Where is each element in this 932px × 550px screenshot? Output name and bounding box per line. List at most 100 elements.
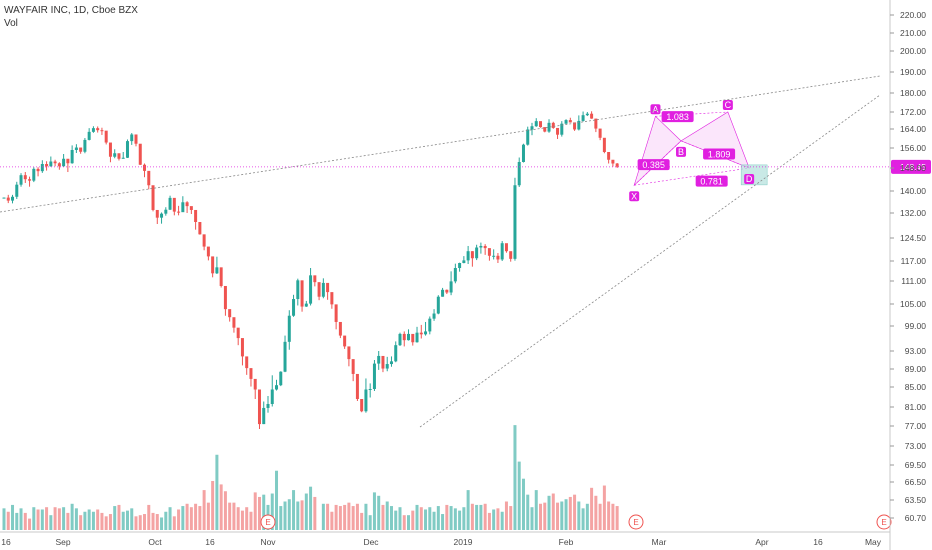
- volume-bar: [36, 509, 40, 530]
- volume-bar: [151, 512, 155, 530]
- volume-bar: [415, 504, 419, 530]
- candle-body: [441, 289, 445, 297]
- volume-bar: [206, 502, 210, 530]
- volume-bar: [492, 509, 496, 530]
- volume-bar: [91, 511, 95, 530]
- time-tick-label: 16: [1, 537, 11, 547]
- volume-bar: [232, 502, 236, 530]
- volume-bar: [462, 507, 466, 530]
- overlays: 148.45 E E E: [0, 75, 931, 530]
- volume-bar: [364, 503, 368, 530]
- volume-bar: [568, 496, 572, 530]
- pattern-point-label: X: [631, 191, 637, 201]
- candle-body: [130, 134, 134, 142]
- candle-body: [411, 333, 415, 343]
- volume-bar: [117, 504, 121, 530]
- volume-bar: [83, 511, 87, 530]
- candle-body: [432, 313, 436, 319]
- volume-bar: [185, 503, 189, 530]
- candle-body: [398, 333, 402, 346]
- candle-body: [479, 245, 483, 248]
- volume-bar: [521, 478, 525, 530]
- volume-bar: [6, 511, 10, 530]
- candle-body: [517, 162, 521, 186]
- candle-body: [377, 355, 381, 364]
- volume-bar: [300, 500, 304, 530]
- candle-body: [402, 333, 406, 341]
- candle-body: [534, 121, 538, 127]
- volume-bar: [104, 516, 108, 530]
- price-tick-label: 124.50: [900, 233, 926, 243]
- candle-body: [564, 120, 568, 124]
- volume-bar: [496, 508, 500, 530]
- volume-bar: [372, 492, 376, 530]
- volume-bar: [253, 492, 257, 530]
- volume-bar: [79, 515, 83, 530]
- volume-bar: [57, 508, 61, 530]
- candle-body: [539, 121, 543, 128]
- volume-bar: [138, 515, 142, 530]
- volume-bar: [581, 508, 585, 530]
- volume-bar: [411, 510, 415, 530]
- volume-bar: [130, 508, 134, 530]
- pattern-point-label: D: [746, 174, 753, 184]
- candle-body: [607, 152, 611, 160]
- candle-body: [270, 389, 274, 404]
- volume-bar: [351, 506, 355, 530]
- volume-bar: [45, 507, 49, 530]
- upper-trend-line: [0, 75, 881, 213]
- volume-bar: [53, 507, 57, 530]
- volume-bar: [539, 503, 543, 530]
- volume-bar: [270, 493, 274, 530]
- volume-bar: [377, 495, 381, 530]
- volume-bar: [449, 506, 453, 530]
- pattern-ratio-label: 0.781: [700, 177, 723, 187]
- candle-body: [62, 158, 66, 167]
- volume-bar: [287, 499, 291, 530]
- volume-bar: [304, 493, 308, 530]
- price-tick-label: 148.00: [900, 163, 926, 173]
- volume-bar: [598, 503, 602, 530]
- candle-body: [198, 222, 202, 235]
- volume-bar: [330, 511, 334, 530]
- candle-body: [568, 120, 572, 123]
- volume-bar: [530, 507, 534, 530]
- price-tick-label: 105.00: [900, 299, 926, 309]
- volume-bar: [143, 514, 147, 530]
- price-tick-label: 190.00: [900, 67, 926, 77]
- volume-bar: [602, 485, 606, 530]
- candle-body: [49, 161, 53, 167]
- candle-body: [330, 292, 334, 305]
- volume-bar: [321, 503, 325, 530]
- candle-body: [581, 115, 585, 121]
- time-tick-label: Oct: [148, 537, 162, 547]
- volume-bar: [513, 425, 517, 530]
- volume-bar: [198, 506, 202, 530]
- candle-body: [215, 267, 219, 274]
- volume-bar: [19, 508, 23, 530]
- candle-body: [117, 153, 121, 159]
- volume-bar: [62, 507, 66, 530]
- candle-body: [253, 378, 257, 390]
- volume-bar: [121, 511, 125, 530]
- price-tick-label: 77.00: [905, 421, 927, 431]
- volume-bar: [428, 507, 432, 530]
- candle-body: [87, 131, 91, 140]
- volume-bar: [164, 511, 168, 530]
- time-tick-label: Dec: [363, 537, 379, 547]
- candle-body: [394, 345, 398, 362]
- pattern-point-tag: [650, 104, 661, 115]
- volume-bar: [500, 511, 504, 530]
- volume-bar: [487, 512, 491, 530]
- candle-body: [483, 245, 487, 249]
- candle-body: [189, 206, 193, 210]
- pattern-ratio-line: [634, 167, 750, 186]
- volume-bar: [483, 503, 487, 530]
- volume-bar: [249, 511, 253, 530]
- volume-bar: [283, 501, 287, 530]
- volume-bar: [509, 506, 513, 530]
- volume-bar: [534, 490, 538, 530]
- last-price-label: 148.45: [900, 162, 926, 172]
- volume-bar: [560, 501, 564, 530]
